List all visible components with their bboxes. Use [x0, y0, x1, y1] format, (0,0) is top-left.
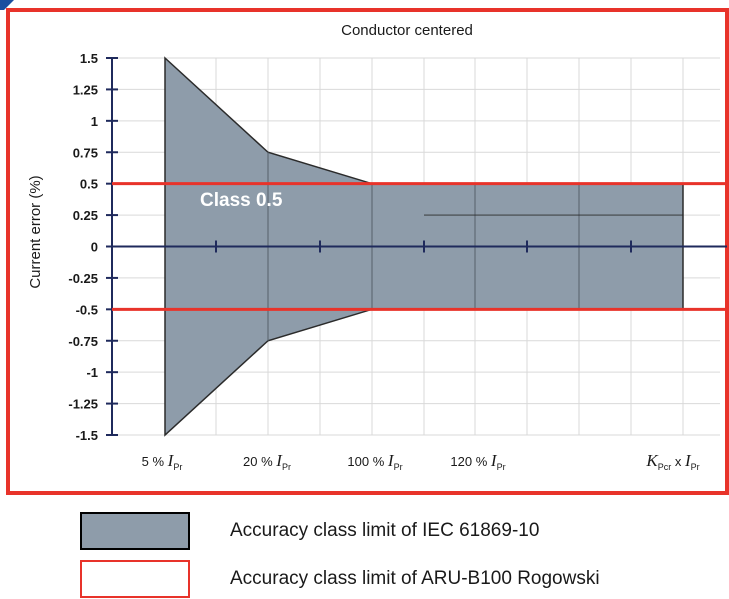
y-tick-label: 1 — [91, 114, 98, 129]
y-tick-label: 0 — [91, 240, 98, 255]
x-category-labels: 5 % IPr 20 % IPr 100 % IPr 120 % IPr KPcr x … — [142, 451, 700, 472]
y-tick-label: -1.25 — [68, 397, 98, 412]
y-tick-label: -0.75 — [68, 334, 98, 349]
y-tick-labels: 1.5 1.25 1 0.75 0.5 0.25 0 -0.25 -0.5 -0.75 -1 -1.2… — [68, 51, 98, 443]
y-axis-title: Current error (%) — [27, 175, 44, 288]
y-tick-label: -1.5 — [76, 428, 98, 443]
x-category-label: KPcr x IPr — [645, 451, 699, 472]
legend-label-aru: Accuracy class limit of ARU-B100 Rogowsk… — [230, 568, 600, 589]
y-tick-label: 1.5 — [80, 51, 98, 66]
corner-mark — [0, 0, 14, 10]
legend-swatch-aru — [80, 560, 190, 598]
legend-item-iec: Accuracy class limit of IEC 61869-10 — [80, 512, 539, 550]
chart-title: Conductor centered — [341, 22, 473, 39]
legend-item-aru: Accuracy class limit of ARU-B100 Rogowsk… — [80, 560, 600, 598]
y-tick-label: 0.5 — [80, 177, 98, 192]
y-tick-label: 1.25 — [73, 82, 98, 97]
y-tick-label: 0.25 — [73, 208, 98, 223]
x-axis-ticks — [215, 240, 632, 253]
legend-label-iec: Accuracy class limit of IEC 61869-10 — [230, 520, 540, 541]
legend-swatch-iec — [80, 512, 190, 550]
y-tick-label: 0.75 — [73, 145, 98, 160]
x-category-label: 20 % IPr — [243, 451, 291, 472]
x-category-label: 120 % IPr — [450, 451, 505, 472]
y-tick-label: -0.25 — [68, 271, 98, 286]
y-tick-label: -0.5 — [76, 302, 98, 317]
class-annotation: Class 0.5 — [200, 190, 283, 211]
y-tick-label: -1 — [86, 365, 98, 380]
x-category-label: 100 % IPr — [347, 451, 402, 472]
x-category-label: 5 % IPr — [142, 451, 183, 472]
